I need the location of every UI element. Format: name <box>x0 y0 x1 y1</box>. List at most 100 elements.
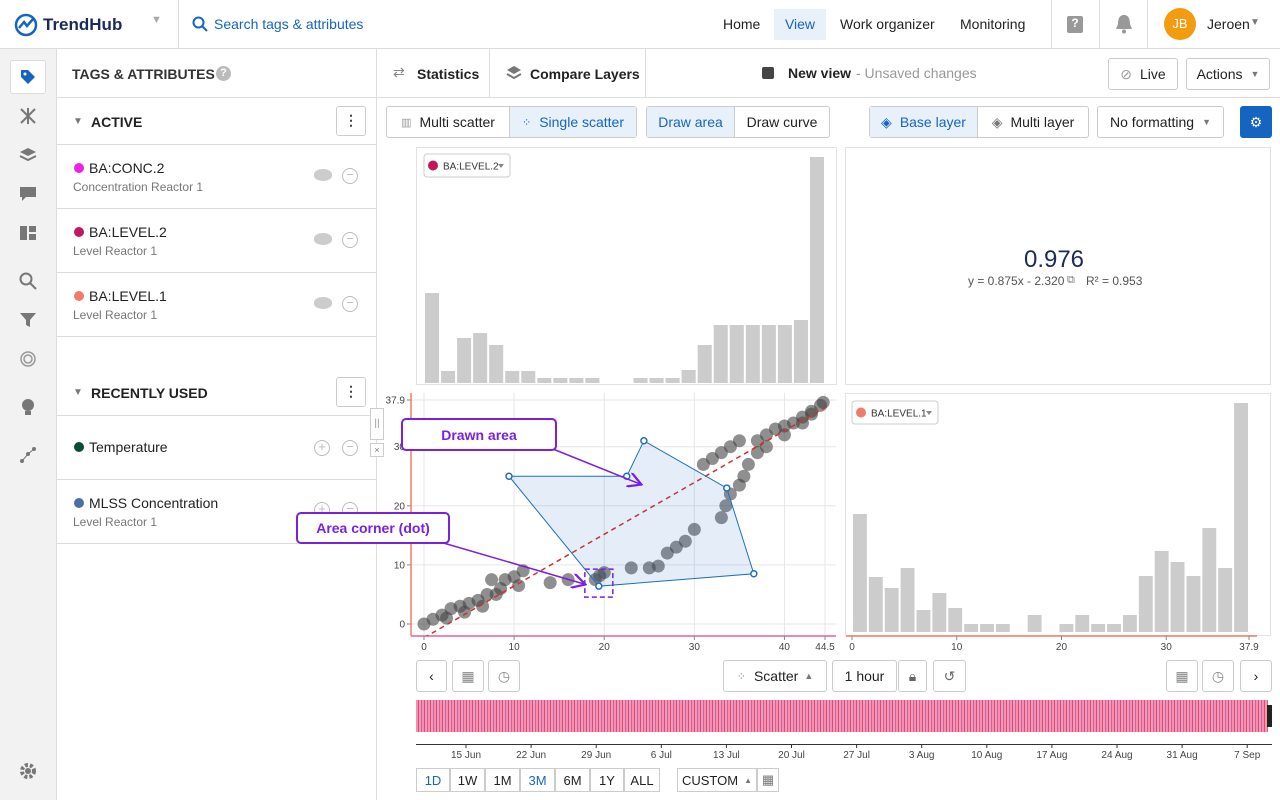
settings-button[interactable]: ⚙ <box>1240 106 1272 138</box>
chart-mode-dropdown[interactable]: ⁘ Scatter ▲ <box>723 660 827 692</box>
help-icon[interactable]: ? <box>216 66 231 81</box>
panel-resize-handle[interactable]: || <box>370 408 384 440</box>
range-button[interactable]: 1M <box>485 768 520 792</box>
rail-dashboard[interactable] <box>10 216 46 250</box>
area-corner[interactable] <box>595 582 603 590</box>
area-corner[interactable] <box>640 437 648 445</box>
chart-mode-label[interactable]: Scatter <box>753 668 799 684</box>
tag-name[interactable]: BA:LEVEL.1 <box>89 288 167 304</box>
tab-label[interactable]: Compare Layers <box>530 66 640 82</box>
tab[interactable]: ⇄ Statistics <box>377 49 490 97</box>
rail-search[interactable] <box>10 264 46 298</box>
search-input[interactable]: Search tags & attributes <box>214 16 364 32</box>
copy-icon[interactable]: ⧉ <box>1067 274 1075 286</box>
rail-comments[interactable] <box>10 177 46 211</box>
mode-button[interactable]: ▥ Multi scatter <box>387 107 510 137</box>
tag-name[interactable]: MLSS Concentration <box>89 495 219 511</box>
next-button[interactable]: › <box>1240 660 1272 692</box>
rail-graph[interactable] <box>10 438 46 472</box>
range-button[interactable]: ALL <box>624 768 660 792</box>
interval-button[interactable]: 1 hour <box>832 660 897 692</box>
histogram-bar <box>1107 624 1121 632</box>
range-button[interactable]: 3M <box>520 768 555 792</box>
remove-tag[interactable]: − <box>342 232 358 248</box>
custom-calendar[interactable]: ▦ <box>757 768 779 792</box>
live-label[interactable]: Live <box>1140 66 1166 82</box>
notification-icon[interactable] <box>1115 14 1133 34</box>
timeline-overview[interactable] <box>416 700 1268 732</box>
area-corner[interactable] <box>505 472 513 480</box>
mode-button[interactable]: ⁘ Single scatter <box>510 107 636 137</box>
rail-fingerprint[interactable] <box>10 342 46 376</box>
help-icon[interactable]: ? <box>1067 16 1083 33</box>
rail-icon[interactable] <box>10 99 46 133</box>
layer-button[interactable]: ◈ Base layer <box>870 107 978 137</box>
section-menu[interactable]: ⋮ <box>336 106 366 136</box>
range-button[interactable]: 1Y <box>590 768 624 792</box>
tab[interactable]: Compare Layers <box>490 49 646 97</box>
section-caret[interactable]: ▼ <box>73 387 83 398</box>
custom-label[interactable]: CUSTOM <box>681 772 739 788</box>
nav-item[interactable]: Work organizer <box>840 16 935 32</box>
logo[interactable]: TrendHub <box>43 15 123 34</box>
layer-label[interactable]: Multi layer <box>1010 114 1075 130</box>
view-name[interactable]: New view <box>788 65 852 81</box>
visibility-toggle[interactable] <box>314 233 332 245</box>
logo-caret[interactable]: ▼ <box>151 14 162 26</box>
area-corner[interactable] <box>723 484 731 492</box>
nav-item[interactable]: View <box>774 9 826 40</box>
avatar[interactable]: JB <box>1164 8 1196 40</box>
actions-button[interactable]: Actions ▼ <box>1186 58 1270 90</box>
section-title[interactable]: ACTIVE <box>91 114 143 130</box>
legend-chip[interactable] <box>423 153 511 178</box>
nav-item[interactable]: Monitoring <box>960 16 1026 32</box>
layer-button[interactable]: ◈ Multi layer <box>978 107 1088 137</box>
rail-ideas[interactable] <box>10 390 46 424</box>
visibility-toggle[interactable] <box>314 169 332 181</box>
section-title[interactable]: RECENTLY USED <box>91 385 208 401</box>
timeline-handle[interactable] <box>1267 705 1272 727</box>
user-name[interactable]: Jeroen <box>1207 16 1250 32</box>
remove-tag[interactable]: − <box>342 168 358 184</box>
tab-label[interactable]: Statistics <box>417 66 480 82</box>
range-button[interactable]: 1D <box>416 768 450 792</box>
nav-item[interactable]: Home <box>723 16 761 32</box>
calendar-button[interactable]: ▦ <box>452 660 484 692</box>
live-button[interactable]: ⊘ Live <box>1108 58 1178 90</box>
area-corner[interactable] <box>750 570 758 578</box>
formatting-label[interactable]: No formatting <box>1110 114 1195 130</box>
tag-name[interactable]: BA:LEVEL.2 <box>89 224 167 240</box>
tag-name[interactable]: Temperature <box>89 439 168 455</box>
rail-settings[interactable] <box>10 754 46 788</box>
remove-tag[interactable]: − <box>342 440 358 456</box>
tag-name[interactable]: BA:CONC.2 <box>89 160 165 176</box>
visibility-toggle[interactable] <box>314 297 332 309</box>
draw-button[interactable]: Draw area <box>647 107 735 137</box>
range-button[interactable]: 1W <box>450 768 485 792</box>
lock-button[interactable]: 🔒︎ <box>898 660 927 692</box>
actions-label[interactable]: Actions <box>1196 66 1243 82</box>
section-menu[interactable]: ⋮ <box>336 377 366 407</box>
rail-layers[interactable] <box>10 138 46 172</box>
rail-filter[interactable] <box>10 303 46 337</box>
clock-button[interactable]: ◷ <box>488 660 520 692</box>
mode-label[interactable]: Multi scatter <box>419 114 495 130</box>
panel-close[interactable]: × <box>370 443 384 457</box>
history-button[interactable]: ↺ <box>933 660 966 692</box>
prev-button[interactable]: ‹ <box>416 660 447 692</box>
range-button[interactable]: 6M <box>555 768 590 792</box>
formatting-dropdown[interactable]: No formatting ▼ <box>1097 106 1224 138</box>
remove-tag[interactable]: − <box>342 296 358 312</box>
clock-button[interactable]: ◷ <box>1202 660 1234 692</box>
calendar-button[interactable]: ▦ <box>1166 660 1198 692</box>
save-icon[interactable] <box>762 67 774 79</box>
section-caret[interactable]: ▼ <box>73 116 83 127</box>
layer-label[interactable]: Base layer <box>899 114 966 130</box>
user-caret[interactable]: ▼ <box>1250 17 1260 28</box>
add-tag[interactable]: + <box>314 440 330 456</box>
draw-button[interactable]: Draw curve <box>746 114 818 130</box>
mode-label[interactable]: Single scatter <box>539 114 625 130</box>
custom-range[interactable]: CUSTOM ▲ <box>677 768 757 792</box>
legend-chip[interactable] <box>851 400 939 425</box>
rail-tags[interactable] <box>10 60 46 94</box>
